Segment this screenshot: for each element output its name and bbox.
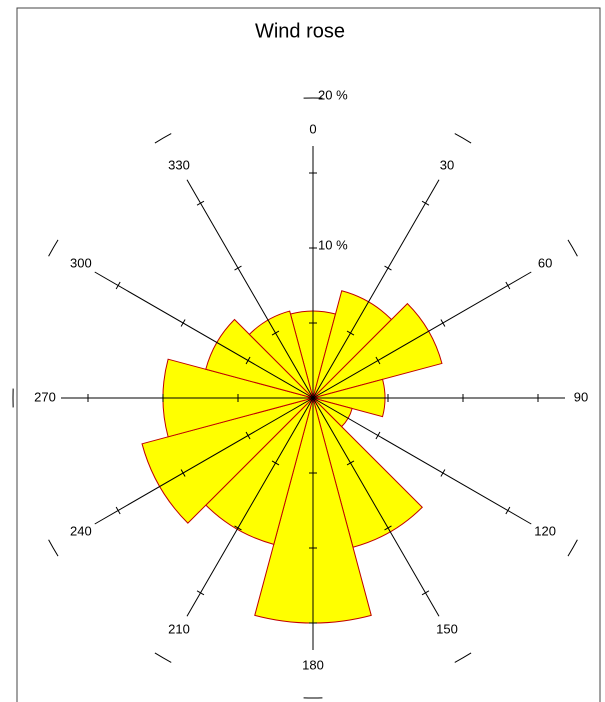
axis-tick — [115, 506, 121, 515]
axis-tick — [115, 281, 121, 290]
axis-line — [94, 271, 314, 399]
axis-tick — [196, 590, 205, 596]
direction-label: 270 — [34, 389, 56, 404]
axis-tick — [234, 525, 242, 531]
axis-tick — [440, 319, 446, 327]
direction-label: 30 — [440, 157, 454, 172]
radial-tick-label: 10 % — [318, 237, 348, 252]
frame — [16, 7, 601, 702]
direction-label: 90 — [574, 389, 588, 404]
direction-label: 240 — [70, 523, 92, 538]
axis-tick — [234, 265, 242, 271]
direction-label: 300 — [70, 255, 92, 270]
range-arc — [454, 133, 472, 144]
axis-tick — [384, 525, 392, 531]
axis-tick — [375, 356, 381, 365]
axis-line — [94, 397, 314, 525]
axis-tick — [421, 590, 430, 596]
axis-tick — [346, 460, 355, 466]
radial-tick-label: 20 % — [318, 87, 348, 102]
direction-label: 0 — [309, 121, 316, 136]
axis-tick — [384, 265, 392, 271]
axis-tick — [271, 460, 280, 466]
range-arc — [48, 539, 59, 557]
axis-tick — [505, 506, 511, 515]
direction-label: 120 — [534, 523, 556, 538]
range-arc — [454, 652, 472, 663]
direction-label: 180 — [302, 657, 324, 672]
range-arc — [567, 239, 578, 257]
axis-tick — [245, 356, 251, 365]
axis-line — [312, 397, 440, 617]
axis-line — [312, 271, 532, 399]
axis-line — [312, 397, 532, 525]
axis-line — [312, 179, 440, 399]
axis-tick — [346, 330, 355, 336]
range-arc — [154, 133, 172, 144]
axis-tick — [245, 431, 251, 440]
chart-title: Wind rose — [255, 20, 345, 42]
axis-tick — [180, 469, 186, 477]
axis-tick — [180, 319, 186, 327]
axis-tick — [505, 281, 511, 290]
axis-tick — [440, 469, 446, 477]
direction-label: 150 — [436, 622, 458, 637]
axis-tick — [196, 200, 205, 206]
direction-label: 210 — [168, 622, 190, 637]
axis-tick — [375, 431, 381, 440]
axis-line — [186, 179, 314, 399]
axis-line — [186, 397, 314, 617]
range-arc — [567, 539, 578, 557]
range-arc — [154, 652, 172, 663]
direction-label: 60 — [538, 255, 552, 270]
range-arc — [48, 239, 59, 257]
direction-label: 330 — [168, 157, 190, 172]
axis-tick — [421, 200, 430, 206]
axis-tick — [271, 330, 280, 336]
